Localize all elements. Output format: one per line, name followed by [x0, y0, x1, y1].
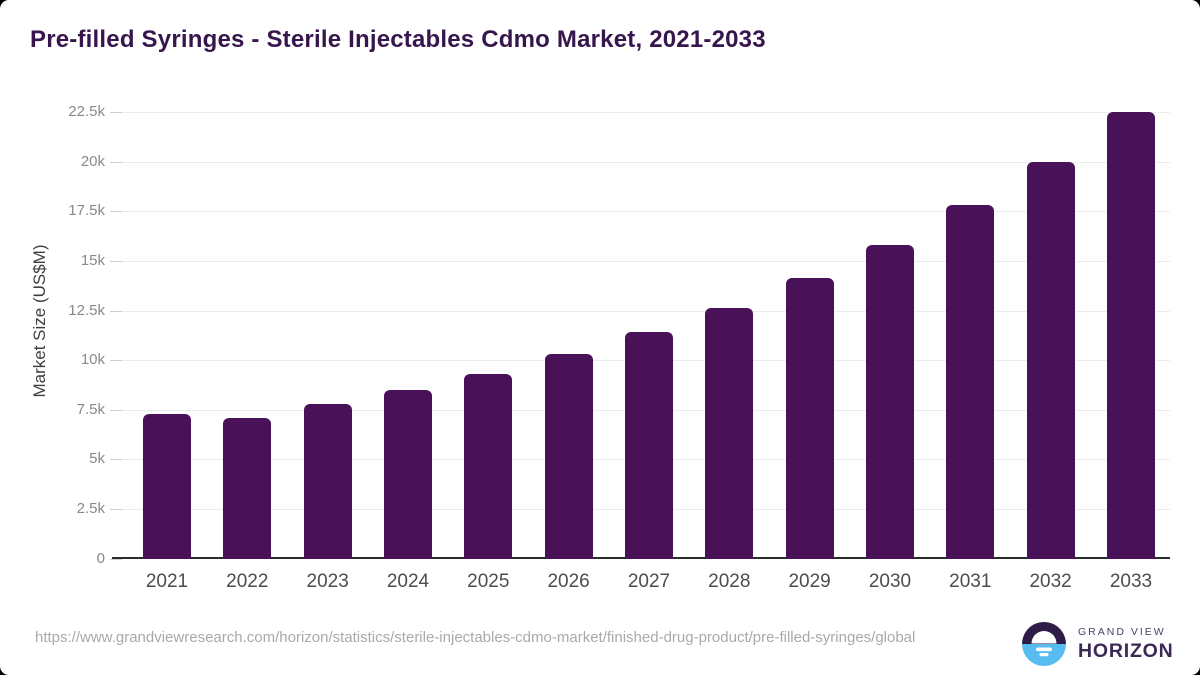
bar-2027	[625, 332, 673, 559]
x-tick-label: 2026	[547, 571, 590, 592]
y-tick-label: 15k	[80, 252, 105, 269]
y-axis-tick	[110, 409, 122, 411]
y-tick-label: 17.5k	[68, 202, 105, 220]
y-axis-tick	[110, 112, 122, 114]
x-tick-label: 2023	[306, 571, 349, 592]
x-tick-label: 2028	[708, 571, 751, 592]
y-tick-label: 12.5k	[68, 301, 105, 319]
x-tick-label: 2027	[627, 571, 671, 592]
bar-2026	[544, 354, 593, 559]
y-tick-label: 7.5k	[76, 400, 105, 418]
x-tick-label: 2032	[1029, 571, 1072, 592]
x-tick-label: 2021	[145, 571, 189, 592]
x-tick-label: 2024	[386, 571, 430, 592]
bar-2031	[946, 205, 995, 559]
bar-2032	[1026, 161, 1075, 559]
bar-2022	[223, 417, 272, 559]
y-tick-label: 22.5k	[68, 103, 105, 121]
brand-name-bottom: HORIZON	[1078, 639, 1174, 662]
x-tick-label: 2029	[788, 571, 831, 592]
y-axis-tick	[110, 161, 122, 163]
y-axis-tick	[110, 360, 122, 362]
bar-2025	[464, 374, 513, 559]
bar-2030	[866, 245, 914, 559]
y-axis-tick	[110, 509, 122, 510]
y-axis-tick	[110, 459, 122, 461]
chart-title: Pre-filled Syringes - Sterile Injectable…	[30, 26, 766, 53]
brand-logo: GRAND VIEW HORIZON	[1022, 622, 1174, 666]
y-axis-tick	[110, 211, 122, 213]
y-tick-label: 2.5k	[76, 500, 105, 517]
brand-name: GRAND VIEW HORIZON	[1078, 626, 1174, 663]
bar-2028	[705, 307, 754, 559]
bar-2033	[1107, 112, 1155, 559]
x-tick-label: 2030	[868, 571, 912, 592]
x-tick-label: 2033	[1109, 571, 1153, 592]
bar-2021	[143, 413, 191, 559]
x-tick-label: 2031	[949, 571, 992, 592]
gridline	[122, 310, 1170, 312]
y-tick-label: 20k	[80, 152, 105, 170]
gridline	[122, 161, 1170, 163]
brand-name-top: GRAND VIEW	[1078, 625, 1166, 638]
y-tick-label: 10k	[80, 351, 105, 369]
gridline	[122, 112, 1170, 114]
y-axis-tick	[110, 310, 122, 312]
y-tick-label: 5k	[89, 450, 105, 468]
bar-2029	[785, 277, 834, 559]
bar-2023	[303, 403, 352, 559]
gridline	[122, 211, 1170, 213]
y-axis-tick	[110, 261, 122, 262]
source-url: https://www.grandviewresearch.com/horizo…	[35, 629, 916, 646]
y-tick-label: 0	[96, 549, 105, 567]
horizon-sunrise-icon	[1022, 622, 1066, 666]
x-tick-label: 2025	[467, 571, 510, 592]
x-tick-label: 2022	[226, 571, 269, 592]
gridline	[122, 261, 1170, 262]
bar-2024	[384, 390, 432, 559]
